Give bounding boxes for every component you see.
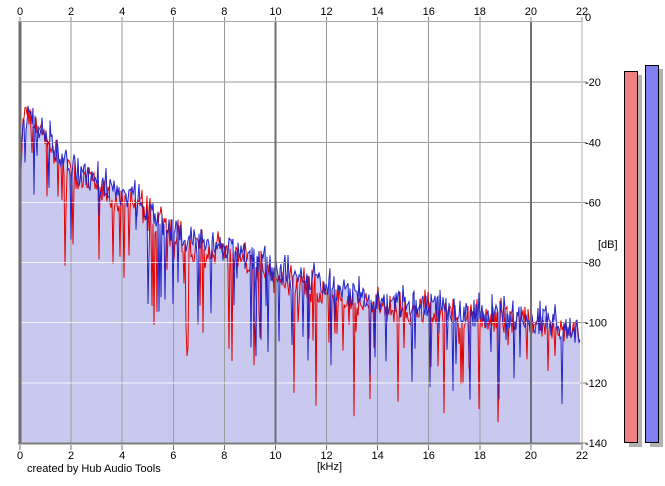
khz-axis-label: [kHz] (317, 461, 343, 473)
right-tick-label-80db: -80 (585, 258, 601, 270)
top-tick-label-10khz: 10 (269, 6, 281, 18)
peak-meter-blue-bar (645, 65, 659, 444)
bottom-tick-label-4khz: 4 (119, 450, 125, 462)
top-tick-label-0khz: 0 (17, 6, 23, 18)
bottom-tick-label-14khz: 14 (372, 450, 384, 462)
db-axis-label: [dB] (598, 239, 618, 251)
right-tick-label-20db: -20 (585, 77, 601, 89)
spectrum-blue-trace (19, 105, 581, 405)
right-tick-label-0db: 0 (585, 12, 591, 24)
bottom-tick-label-16khz: 16 (423, 450, 435, 462)
top-tick-label-4khz: 4 (119, 6, 125, 18)
right-tick-label-140db: -140 (585, 438, 607, 450)
peak-meter-red-bar (624, 71, 638, 444)
top-tick-label-8khz: 8 (221, 6, 227, 18)
bottom-tick-label-20khz: 20 (525, 450, 537, 462)
bottom-tick-label-2khz: 2 (68, 450, 74, 462)
bottom-tick-label-10khz: 10 (269, 450, 281, 462)
spectrum-area-fill (20, 105, 580, 444)
bottom-tick-label-22khz: 22 (576, 450, 588, 462)
credit-text: created by Hub Audio Tools (27, 463, 161, 475)
top-tick-label-20khz: 20 (525, 6, 537, 18)
top-tick-label-2khz: 2 (68, 6, 74, 18)
bottom-tick-label-12khz: 12 (320, 450, 332, 462)
top-tick-label-18khz: 18 (474, 6, 486, 18)
right-tick-label-60db: -60 (585, 197, 601, 209)
top-tick-label-6khz: 6 (170, 6, 176, 18)
top-tick-label-16khz: 16 (423, 6, 435, 18)
right-tick-label-100db: -100 (585, 318, 607, 330)
top-tick-label-22khz: 22 (576, 6, 588, 18)
bottom-tick-label-0khz: 0 (17, 450, 23, 462)
top-tick-label-14khz: 14 (372, 6, 384, 18)
bottom-tick-label-18khz: 18 (474, 450, 486, 462)
bottom-tick-label-6khz: 6 (170, 450, 176, 462)
top-tick-label-12khz: 12 (320, 6, 332, 18)
right-tick-label-40db: -40 (585, 137, 601, 149)
bottom-tick-label-8khz: 8 (221, 450, 227, 462)
right-tick-label-120db: -120 (585, 378, 607, 390)
